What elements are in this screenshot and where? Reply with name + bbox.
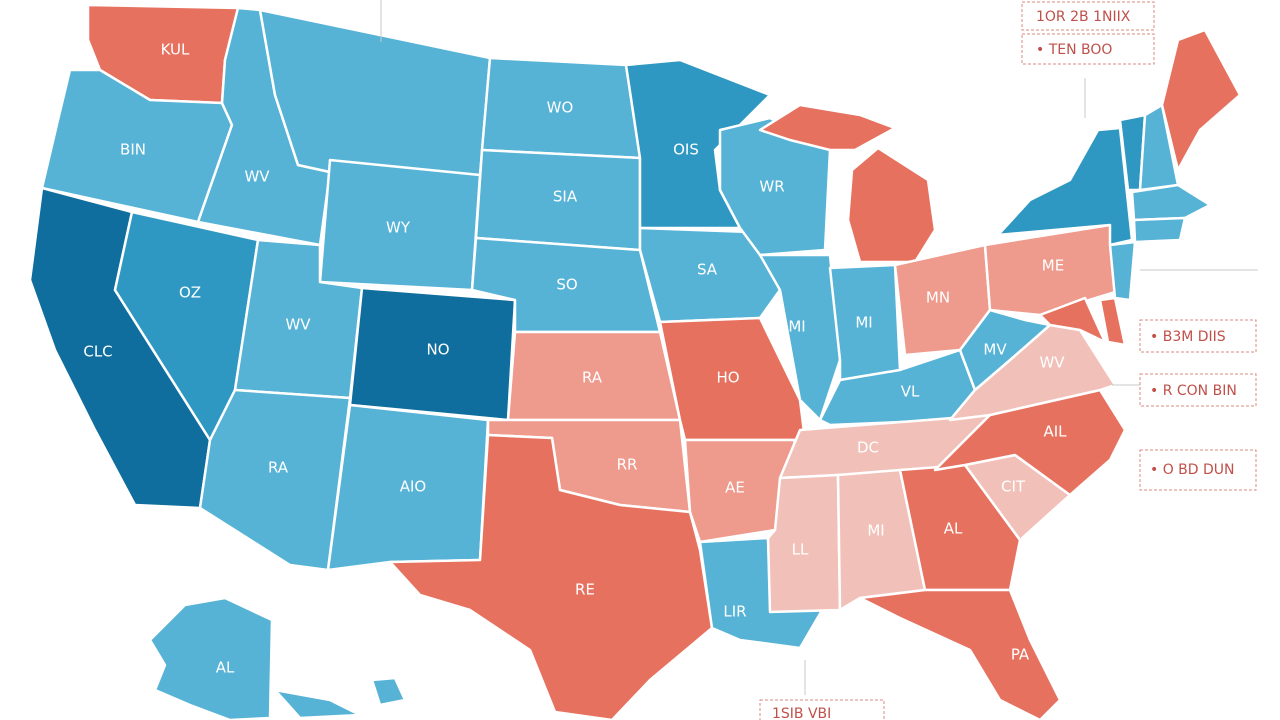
label-virginia: WV [1039, 354, 1065, 372]
label-tennessee: DC [857, 439, 879, 457]
label-wyoming: WY [386, 219, 411, 237]
label-mississippi: LL [792, 541, 809, 559]
label-nebraska: SO [556, 276, 577, 294]
legend-label-r2: • R CON BIN [1150, 383, 1237, 399]
label-alaska: AL [216, 659, 235, 677]
legend-label-top1: 1OR 2B 1NIIX [1036, 9, 1131, 25]
state-connecticut[interactable] [1132, 216, 1187, 244]
label-louisiana: LIR [723, 603, 746, 621]
label-north-carolina: AIL [1043, 423, 1067, 441]
legend-box [1021, 33, 1155, 65]
legend-label-r3: • O BD DUN [1150, 462, 1235, 478]
state-arizona[interactable] [198, 388, 352, 572]
label-pennsylvania: ME [1042, 257, 1064, 275]
legend-box [1139, 319, 1257, 353]
state-new-jersey[interactable] [1108, 240, 1137, 302]
label-north-dakota: WO [547, 99, 574, 117]
state-alaska-islands [370, 676, 407, 707]
state-michigan-upper[interactable] [758, 103, 897, 152]
legend-label-bottom: 1SIB VBI [772, 706, 831, 720]
label-washington: KUL [161, 41, 190, 59]
state-alaska-islands [273, 688, 362, 720]
state-maine[interactable] [1160, 28, 1242, 172]
label-missouri: HO [716, 369, 739, 387]
label-south-dakota: SIA [553, 188, 578, 206]
label-indiana: MI [855, 314, 872, 332]
state-delaware[interactable] [1098, 296, 1127, 347]
state-labels-layer: KUL BIN CLC OZ WV WY WV RA NO AIO WO SIA… [83, 41, 1067, 677]
state-alaska[interactable] [148, 596, 274, 720]
label-kansas: RA [582, 369, 603, 387]
state-montana[interactable] [258, 8, 492, 177]
label-alabama: MI [867, 522, 884, 540]
state-maryland[interactable] [1038, 296, 1107, 344]
legend-box [759, 699, 885, 720]
state-arkansas[interactable] [683, 438, 797, 544]
label-nevada: OZ [179, 284, 201, 302]
legend-label-r1: • B3M DIIS [1150, 329, 1226, 345]
label-west-virginia: MV [983, 341, 1007, 359]
label-south-carolina: CIT [1001, 478, 1026, 496]
label-kentucky: VL [901, 383, 920, 401]
state-florida[interactable] [858, 588, 1062, 720]
label-colorado: NO [426, 341, 449, 359]
label-iowa: SA [697, 261, 718, 279]
label-new-mexico: AIO [400, 478, 427, 496]
label-idaho: WV [244, 168, 270, 186]
state-michigan[interactable] [846, 146, 937, 264]
legend-box [1021, 1, 1155, 31]
state-texas[interactable] [388, 433, 714, 720]
label-minnesota: OIS [673, 141, 699, 159]
label-georgia: AL [944, 520, 963, 538]
label-texas: RE [575, 581, 595, 599]
legend-layer: 1OR 2B 1NIIX • TEN BOO • B3M DIIS • R CO… [380, 0, 1258, 720]
label-arkansas: AE [725, 479, 745, 497]
legend-box [1139, 449, 1257, 491]
state-new-york[interactable] [996, 126, 1134, 247]
label-oklahoma: RR [617, 456, 638, 474]
state-massachusetts[interactable] [1130, 183, 1212, 222]
label-illinois: MI [788, 318, 805, 336]
label-utah: WV [285, 316, 311, 334]
label-florida: PA [1011, 646, 1030, 664]
legend-label-top2: • TEN BOO [1036, 42, 1112, 58]
label-oregon: BIN [120, 141, 146, 159]
label-wisconsin: WR [759, 178, 784, 196]
label-california: CLC [83, 343, 112, 361]
states-layer [28, 3, 1242, 720]
label-arizona: RA [268, 459, 289, 477]
label-ohio: MN [926, 289, 950, 307]
legend-box [1139, 373, 1257, 407]
